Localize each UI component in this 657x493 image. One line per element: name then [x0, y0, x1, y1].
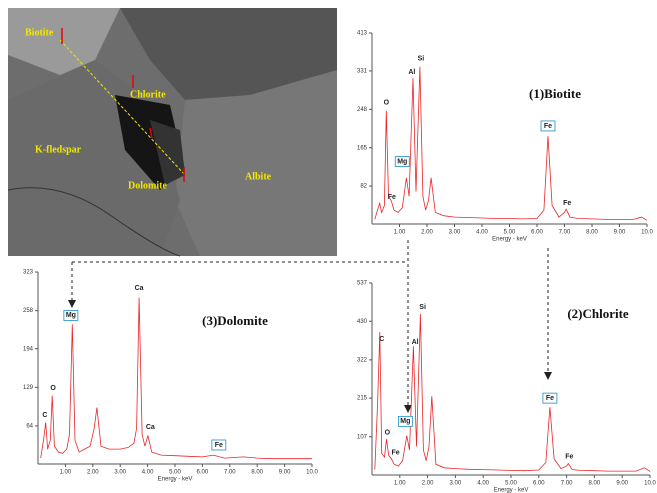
y-tick-label: 537 [357, 281, 368, 287]
x-tick-label: 5.00 [505, 481, 517, 487]
y-tick-label: 194 [23, 346, 34, 352]
sem-label: Dolomite [128, 180, 167, 191]
x-tick-label: 9.00 [616, 481, 628, 487]
x-tick-label: 7.00 [559, 230, 571, 236]
x-tick-label: 8.00 [586, 230, 598, 236]
sem-label: Albite [245, 171, 272, 182]
x-tick-label: 2.00 [87, 470, 99, 476]
x-tick-label: 9.00 [279, 470, 291, 476]
peak-label: Fe [392, 450, 400, 457]
peak-label: Mg [400, 418, 410, 425]
x-tick-label: 3.00 [449, 230, 461, 236]
x-tick-label: 10.0 [306, 470, 318, 476]
y-tick-label: 248 [357, 107, 368, 113]
x-tick-label: 7.00 [561, 481, 573, 487]
x-tick-label: 4.00 [476, 230, 488, 236]
figure: Biotite Chlorite K-fledspar Dolomite Albite 8… [0, 0, 657, 493]
y-tick-label: 64 [26, 424, 33, 430]
x-tick-label: 1.00 [394, 481, 406, 487]
peak-label: O [50, 385, 56, 392]
chart-title: (2)Chlorite [567, 306, 629, 321]
peak-label: Mg [397, 158, 407, 165]
y-tick-label: 331 [357, 69, 368, 75]
y-tick-label: 107 [357, 434, 368, 440]
sem-label: Biotite [25, 27, 54, 38]
peak-label: C [42, 412, 47, 419]
peak-label: Si [419, 304, 426, 311]
spectrum-line [375, 314, 650, 471]
x-tick-label: 9.00 [614, 230, 626, 236]
y-tick-label: 413 [357, 31, 368, 37]
y-tick-label: 129 [23, 385, 34, 391]
peak-label: O [384, 100, 390, 107]
y-tick-label: 430 [357, 319, 368, 325]
x-tick-label: 7.00 [224, 470, 236, 476]
peak-label: Fe [215, 442, 223, 449]
spectrum-line [375, 67, 647, 221]
x-tick-label: 6.00 [531, 230, 543, 236]
sem-label: K-fledspar [35, 144, 82, 155]
x-tick-label: 8.00 [589, 481, 601, 487]
peak-label: C [379, 336, 384, 343]
x-tick-label: 10.0 [641, 230, 653, 236]
peak-label: O [385, 430, 391, 437]
x-axis-label: Energy - keV [494, 488, 529, 493]
x-axis-label: Energy - keV [492, 237, 527, 243]
peak-label: Ca [146, 424, 155, 431]
x-tick-label: 6.00 [533, 481, 545, 487]
y-tick-label: 322 [357, 357, 368, 363]
x-tick-label: 2.00 [422, 481, 434, 487]
x-tick-label: 6.00 [197, 470, 209, 476]
y-tick-label: 165 [357, 145, 368, 151]
x-tick-label: 1.00 [394, 230, 406, 236]
x-tick-label: 3.00 [450, 481, 462, 487]
chart-title: (3)Dolomite [202, 313, 268, 328]
peak-label: Ca [135, 285, 144, 292]
y-tick-label: 215 [357, 396, 368, 402]
x-tick-label: 10.0 [644, 481, 656, 487]
peak-label: Mg [66, 312, 76, 319]
peak-label: Si [418, 56, 425, 63]
y-tick-label: 258 [23, 308, 34, 314]
x-axis-label: Energy - keV [158, 477, 193, 483]
peak-label: Al [412, 339, 419, 346]
x-tick-label: 5.00 [169, 470, 181, 476]
spectrum-line [41, 298, 312, 459]
x-tick-label: 5.00 [504, 230, 516, 236]
sem-image [8, 8, 337, 256]
x-tick-label: 8.00 [251, 470, 263, 476]
peak-label: Fe [565, 453, 573, 460]
y-tick-label: 82 [360, 184, 367, 190]
x-tick-label: 1.00 [60, 470, 72, 476]
x-tick-label: 2.00 [421, 230, 433, 236]
peak-label: Fe [546, 395, 554, 402]
peak-label: Fe [544, 123, 552, 130]
sem-label: Chlorite [130, 89, 166, 100]
x-tick-label: 4.00 [142, 470, 154, 476]
x-tick-label: 4.00 [477, 481, 489, 487]
connectors [72, 240, 548, 405]
peak-label: Fe [563, 200, 571, 207]
peak-label: Al [408, 69, 415, 76]
chart-title: (1)Biotite [529, 86, 581, 101]
y-tick-label: 323 [23, 270, 34, 276]
x-tick-label: 3.00 [114, 470, 126, 476]
peak-label: Fe [388, 194, 396, 201]
